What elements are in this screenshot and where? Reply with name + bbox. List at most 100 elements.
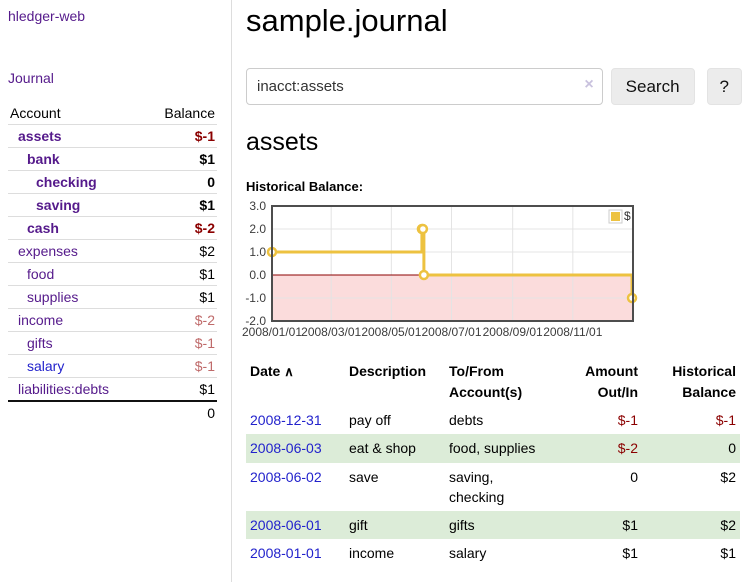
account-name-cell: checking [8,170,145,194]
sidebar-item-journal[interactable]: Journal [8,70,54,86]
accounts-total-spacer [8,400,145,424]
svg-text:2008/01/01: 2008/01/01 [242,325,302,339]
description-column-header: Description [349,363,427,379]
account-link[interactable]: expenses [18,243,78,259]
account-balance-cell: $-2 [144,308,217,332]
balance-cell: $-1 [642,406,740,434]
account-link[interactable]: assets [18,128,62,144]
svg-text:2008/03/01: 2008/03/01 [301,325,361,339]
sidebar: hledger-web Journal Account Balance asse… [0,0,232,582]
account-heading: assets [246,128,319,156]
date-column-label: Date [250,363,281,379]
transaction-date-link[interactable]: 2008-01-01 [250,545,322,562]
account-name-cell: income [8,308,145,332]
account-name-cell: liabilities:debts [8,377,145,401]
page-title: sample.journal [246,3,448,38]
account-link[interactable]: salary [27,358,65,374]
account-name-cell: supplies [8,285,145,309]
account-balance-value: $2 [199,243,215,259]
svg-text:2008/11/01: 2008/11/01 [543,325,602,339]
account-row: salary $-1 [8,354,217,378]
account-balance-value: $-1 [194,335,215,351]
main-content: sample.journal × Search ? assets Histori… [242,0,742,568]
accounts-column-header: To/From Account(s) [449,363,523,400]
account-balance-cell: 0 [144,170,217,194]
account-balance-cell: $1 [144,147,217,171]
transaction-date-link[interactable]: 2008-06-02 [250,468,322,485]
account-balance-cell: $-2 [144,216,217,240]
account-link[interactable]: supplies [27,289,79,305]
account-balance-cell: $1 [144,377,217,401]
amount-value: $1 [622,545,638,562]
transaction-date-cell: 2008-06-01 [246,511,345,539]
amount-value: $1 [622,517,638,534]
search-input[interactable] [246,68,603,105]
transaction-date-link[interactable]: 2008-06-01 [250,517,322,534]
account-balance-value: $-1 [194,358,215,374]
account-balance-value: 0 [207,174,215,190]
transaction-date-cell: 2008-06-03 [246,434,345,462]
transaction-accounts-cell: debts [445,406,557,434]
transaction-row: 2008-01-01 income salary $1 $1 [246,539,740,567]
transaction-accounts-cell: gifts [445,511,557,539]
transaction-description: pay off [349,412,391,428]
account-balance-cell: $1 [144,285,217,309]
account-row: saving $1 [8,193,217,217]
register-header-row: Date ∧ Description To/From Account(s) Am… [246,358,740,406]
svg-text:2008/05/01: 2008/05/01 [361,325,421,339]
accounts-header-balance: Balance [164,105,215,121]
help-button[interactable]: ? [706,68,742,105]
chart-title: Historical Balance: [246,179,364,194]
transaction-description: income [349,545,395,562]
account-link[interactable]: saving [36,197,81,213]
amount-value: 0 [630,468,638,485]
svg-text:2008/07/01: 2008/07/01 [421,325,481,339]
transaction-row: 2008-06-03 eat & shop food, supplies $-2… [246,434,740,463]
account-link[interactable]: income [18,312,64,328]
transaction-date-cell: 2008-12-31 [246,406,345,434]
account-balance-value: $1 [199,266,215,282]
date-column-sort[interactable]: Date ∧ [246,358,345,406]
account-name-cell: assets [8,124,145,148]
transaction-accounts: salary [449,545,487,562]
transaction-description: eat & shop [349,440,416,457]
transaction-accounts: gifts [449,517,475,534]
balance-cell: 0 [642,434,740,462]
account-row: supplies $1 [8,285,217,309]
account-link[interactable]: cash [27,220,59,236]
account-row: gifts $-1 [8,331,217,355]
account-balance-value: $-1 [194,128,215,144]
account-link[interactable]: liabilities:debts [18,381,110,397]
transaction-accounts-cell: salary [445,539,557,567]
account-balance-cell: $-1 [144,354,217,378]
svg-text:-1.0: -1.0 [245,291,266,305]
transaction-accounts: debts [449,412,484,428]
balance-column-header: Historical Balance [672,363,736,400]
accounts-total-value: 0 [144,400,217,424]
search-button[interactable]: Search [610,68,695,105]
account-balance-cell: $-1 [144,331,217,355]
transaction-date-link[interactable]: 2008-12-31 [250,412,322,428]
transaction-date-cell: 2008-01-01 [246,539,345,567]
transaction-date-link[interactable]: 2008-06-03 [250,440,322,457]
transaction-amount-cell: $1 [557,511,642,539]
register-table: Date ∧ Description To/From Account(s) Am… [246,358,740,568]
account-link[interactable]: bank [27,151,60,167]
clear-search-icon[interactable]: × [584,76,594,93]
account-name-cell: bank [8,147,145,171]
account-link[interactable]: gifts [27,335,53,351]
amount-value: $-1 [617,412,638,428]
account-row: expenses $2 [8,239,217,263]
transaction-amount-cell: $-1 [557,406,642,434]
account-link[interactable]: checking [36,174,97,190]
account-row: cash $-2 [8,216,217,240]
balance-value: $2 [720,517,736,534]
brand-link[interactable]: hledger-web [8,8,86,24]
search-form: × Search ? [246,68,742,105]
transaction-date-cell: 2008-06-02 [246,463,345,512]
account-link[interactable]: food [27,266,55,282]
balance-cell: $1 [642,539,740,567]
transaction-row: 2008-12-31 pay off debts $-1 $-1 [246,406,740,434]
account-row: bank $1 [8,147,217,171]
